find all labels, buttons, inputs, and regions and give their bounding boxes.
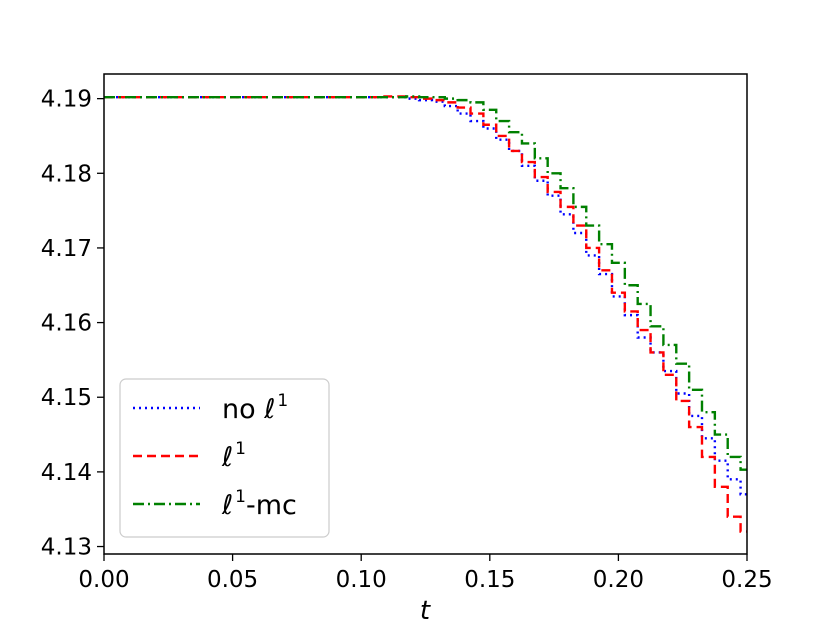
y-axis: 4.13 4.14 4.15 4.16 4.17 4.18 4.19 <box>41 87 104 561</box>
legend-label: ℓ 1-mc <box>221 487 297 521</box>
y-tick-label: 4.16 <box>41 311 92 337</box>
legend-box <box>119 378 330 538</box>
legend-entries: no ℓ 1 ℓ 1 ℓ 1-mc <box>133 391 297 521</box>
legend: no ℓ 1 ℓ 1 ℓ 1-mc <box>119 378 330 538</box>
y-tick-label: 4.14 <box>41 460 92 486</box>
x-tick-label: 0.15 <box>464 567 515 593</box>
x-tick-label: 0.10 <box>336 567 387 593</box>
x-tick-label: 0.25 <box>721 567 772 593</box>
x-tick-label: 0.05 <box>207 567 258 593</box>
series-line-1 <box>104 95 747 496</box>
y-tick-label: 4.18 <box>41 161 92 187</box>
series-layer <box>104 95 747 533</box>
y-tick-label: 4.17 <box>41 236 92 262</box>
series-line-3 <box>104 95 747 471</box>
series-line-2 <box>104 95 747 533</box>
plot-frame <box>103 73 748 555</box>
y-tick-label: 4.15 <box>41 385 92 411</box>
y-tick-label: 4.19 <box>41 87 92 113</box>
x-tick-label: 0.00 <box>78 567 129 593</box>
x-axis-label: t <box>420 596 431 623</box>
x-axis: 0.00 0.05 0.10 0.15 0.20 0.25 <box>78 554 773 593</box>
y-tick-label: 4.13 <box>41 535 92 561</box>
x-tick-label: 0.20 <box>593 567 644 593</box>
